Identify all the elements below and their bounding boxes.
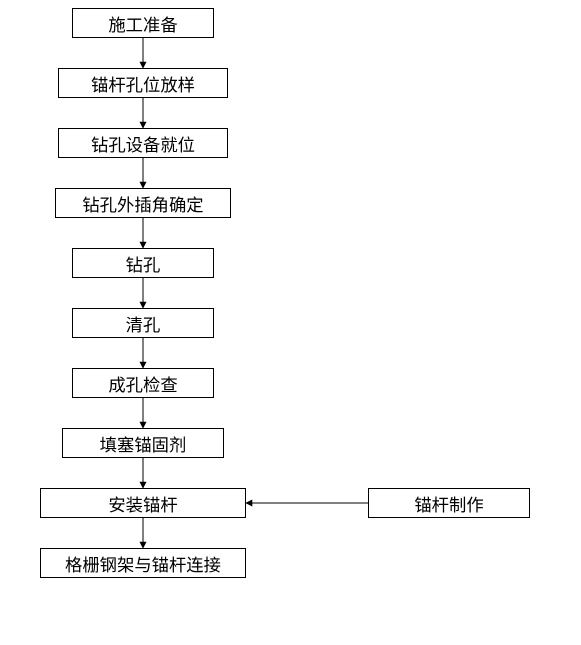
flowchart-node-label: 锚杆制作 — [414, 491, 483, 516]
flowchart-node-label: 填塞锚固剂 — [100, 431, 187, 456]
flowchart-node-n5: 钻孔 — [72, 248, 214, 278]
flowchart-node-n10: 格栅钢架与锚杆连接 — [40, 548, 246, 578]
flowchart-node-label: 钻孔设备就位 — [91, 131, 195, 156]
flowchart-node-label: 清孔 — [126, 311, 161, 336]
flowchart-node-label: 钻孔 — [126, 251, 161, 276]
flowchart-node-label: 钻孔外插角确定 — [82, 191, 203, 216]
flowchart-node-n6: 清孔 — [72, 308, 214, 338]
flowchart-node-n7: 成孔检查 — [72, 368, 214, 398]
flowchart-canvas: 施工准备锚杆孔位放样钻孔设备就位钻孔外插角确定钻孔清孔成孔检查填塞锚固剂安装锚杆… — [0, 0, 581, 645]
flowchart-node-label: 施工准备 — [108, 11, 177, 36]
flowchart-node-label: 安装锚杆 — [108, 491, 177, 516]
flowchart-node-n1: 施工准备 — [72, 8, 214, 38]
flowchart-node-label: 成孔检查 — [108, 371, 177, 396]
flowchart-node-n11: 锚杆制作 — [368, 488, 530, 518]
flowchart-node-n2: 锚杆孔位放样 — [58, 68, 228, 98]
flowchart-node-n9: 安装锚杆 — [40, 488, 246, 518]
flowchart-node-label: 锚杆孔位放样 — [91, 71, 195, 96]
flowchart-node-n8: 填塞锚固剂 — [62, 428, 224, 458]
flowchart-node-n3: 钻孔设备就位 — [58, 128, 228, 158]
flowchart-node-label: 格栅钢架与锚杆连接 — [65, 551, 221, 576]
flowchart-node-n4: 钻孔外插角确定 — [55, 188, 231, 218]
